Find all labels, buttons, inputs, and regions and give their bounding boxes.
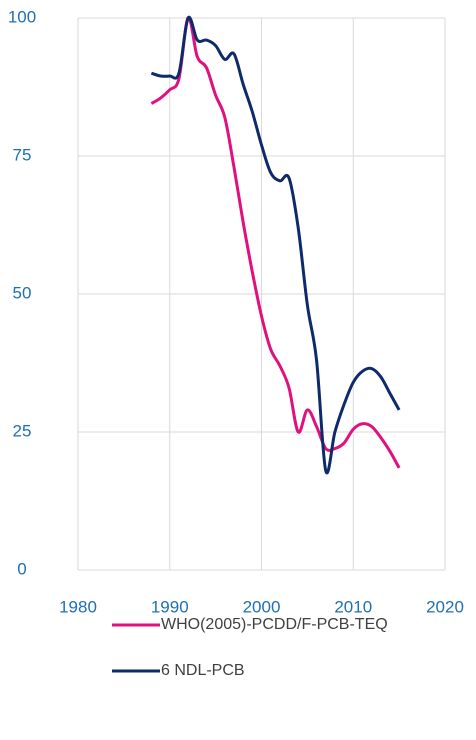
x-tick-label: 1990 [151,597,189,616]
y-tick-label: 50 [13,283,32,302]
y-tick-label: 0 [17,559,26,578]
x-tick-label: 2010 [334,597,372,616]
legend-label: WHO(2005)-PCDD/F-PCB-TEQ [161,616,388,633]
legend-label: 6 NDL-PCB [161,662,245,679]
x-tick-label: 1980 [59,597,97,616]
y-tick-label: 100 [8,7,36,26]
y-tick-label: 25 [13,421,32,440]
x-tick-label: 2020 [426,597,464,616]
x-tick-label: 2000 [243,597,281,616]
series-line [150,16,401,469]
y-tick-label: 75 [13,145,32,164]
series-line [150,15,401,475]
